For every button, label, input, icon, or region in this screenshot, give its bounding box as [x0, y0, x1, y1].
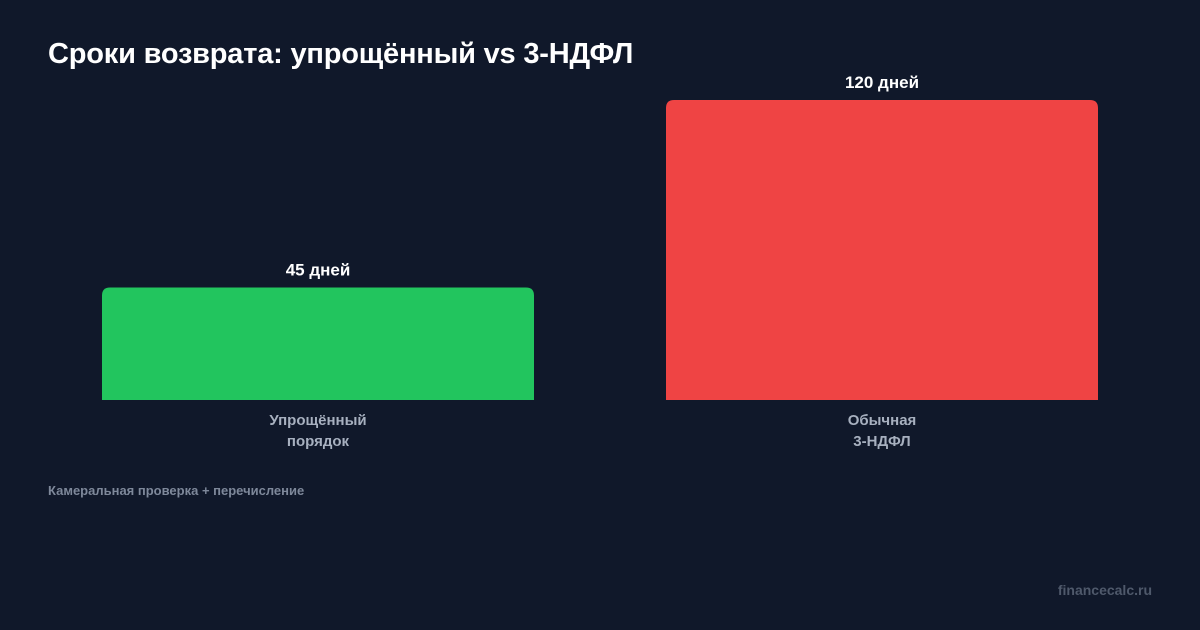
category-label-line: Обычная — [848, 412, 917, 429]
category-label-line: Упрощённый — [269, 412, 366, 429]
bar-value-label: 120 дней — [845, 73, 919, 92]
bar-1 — [102, 287, 534, 400]
category-label-line: 3-НДФЛ — [853, 433, 910, 450]
bar-value-label: 45 дней — [286, 261, 351, 280]
chart-title: Сроки возврата: упрощённый vs 3-НДФЛ — [48, 38, 634, 70]
bar-2 — [666, 100, 1098, 400]
category-label: Обычная 3-НДФЛ — [848, 412, 917, 450]
category-label-line: порядок — [287, 433, 350, 450]
category-label: Упрощённый порядок — [269, 412, 366, 450]
chart-note: Камеральная проверка + перечисление — [48, 483, 305, 498]
source-label: financecalc.ru — [1057, 582, 1152, 598]
